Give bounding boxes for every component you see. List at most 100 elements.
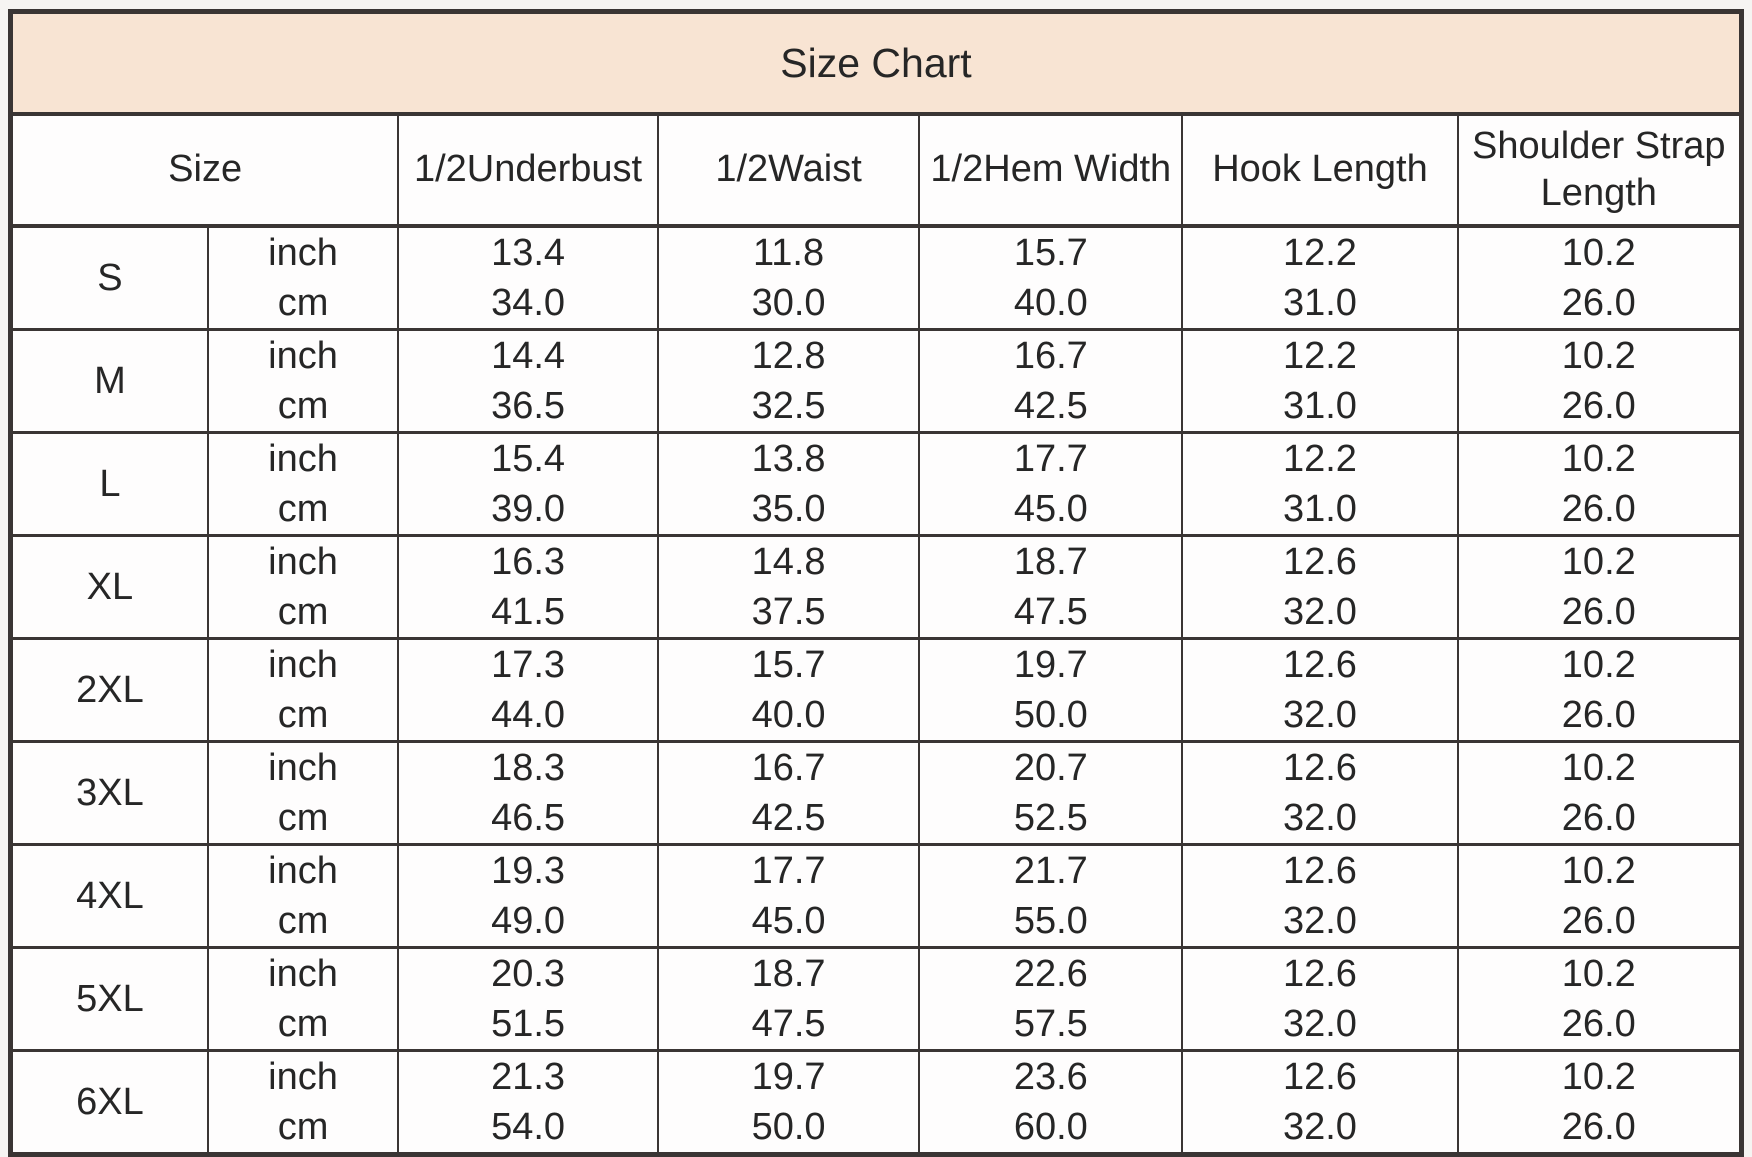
unit-label-inch: inch <box>268 747 338 789</box>
measurement-value-cm: 42.5 <box>751 797 826 839</box>
column-header-hem-width: 1/2Hem Width <box>918 113 1184 228</box>
measurement-value-cm: 39.0 <box>491 488 566 530</box>
size-label: 3XL <box>9 740 209 846</box>
measurement-value-cm: 32.0 <box>1282 1003 1357 1045</box>
measurement-value-cm: 26.0 <box>1561 1106 1636 1148</box>
measurement-value-cm: 52.5 <box>1013 797 1088 839</box>
measurement-cell: 10.2 26.0 <box>1456 224 1743 331</box>
unit-labels-cell: inch cm <box>206 740 400 846</box>
measurement-value-cm: 26.0 <box>1561 900 1636 942</box>
measurement-cell: 17.7 45.0 <box>656 843 921 949</box>
unit-label-inch: inch <box>268 850 338 892</box>
measurement-value-cm: 26.0 <box>1561 385 1636 427</box>
measurement-cell: 17.7 45.0 <box>918 431 1184 537</box>
unit-label-inch: inch <box>268 232 338 274</box>
measurement-value-inch: 14.8 <box>751 541 826 583</box>
measurement-cell: 20.7 52.5 <box>918 740 1184 846</box>
size-label: S <box>9 224 209 331</box>
measurement-value-cm: 32.5 <box>751 385 826 427</box>
unit-labels-cell: inch cm <box>206 1049 400 1156</box>
measurement-cell: 10.2 26.0 <box>1456 637 1743 743</box>
measurement-cell: 18.3 46.5 <box>397 740 659 846</box>
measurement-value-cm: 50.0 <box>751 1106 826 1148</box>
measurement-cell: 12.6 32.0 <box>1181 637 1459 743</box>
measurement-value-inch: 12.8 <box>751 335 826 377</box>
measurement-cell: 18.7 47.5 <box>656 946 921 1052</box>
measurement-value-inch: 18.7 <box>1013 541 1088 583</box>
measurement-value-inch: 10.2 <box>1561 232 1636 274</box>
measurement-value-cm: 35.0 <box>751 488 826 530</box>
measurement-value-cm: 60.0 <box>1013 1106 1088 1148</box>
measurement-value-cm: 45.0 <box>751 900 826 942</box>
measurement-value-inch: 19.7 <box>751 1056 826 1098</box>
measurement-value-cm: 50.0 <box>1013 694 1088 736</box>
measurement-value-cm: 54.0 <box>491 1106 566 1148</box>
measurement-value-cm: 40.0 <box>1013 282 1088 324</box>
measurement-value-cm: 40.0 <box>751 694 826 736</box>
measurement-value-inch: 19.7 <box>1013 644 1088 686</box>
measurement-value-cm: 37.5 <box>751 591 826 633</box>
measurement-value-inch: 17.7 <box>1013 438 1088 480</box>
measurement-cell: 16.3 41.5 <box>397 534 659 640</box>
measurement-value-inch: 12.6 <box>1282 850 1357 892</box>
measurement-cell: 16.7 42.5 <box>918 328 1184 434</box>
measurement-value-inch: 10.2 <box>1561 1056 1636 1098</box>
unit-label-cm: cm <box>277 488 329 530</box>
measurement-value-inch: 10.2 <box>1561 335 1636 377</box>
measurement-value-inch: 20.7 <box>1013 747 1088 789</box>
column-header-shoulder-strap-length: Shoulder Strap Length <box>1456 113 1743 228</box>
measurement-cell: 15.7 40.0 <box>656 637 921 743</box>
size-group-row: XL inch cm 16.3 41.5 14.8 37.5 18.7 47.5 12.6 32.0… <box>9 534 1743 640</box>
measurement-value-inch: 11.8 <box>752 232 825 274</box>
measurement-cell: 20.3 51.5 <box>397 946 659 1052</box>
measurement-cell: 10.2 26.0 <box>1456 843 1743 949</box>
measurement-cell: 15.7 40.0 <box>918 224 1184 331</box>
measurement-value-cm: 49.0 <box>491 900 566 942</box>
measurement-value-cm: 26.0 <box>1561 591 1636 633</box>
size-group-row: 2XL inch cm 17.3 44.0 15.7 40.0 19.7 50.0 12.6 32.… <box>9 637 1743 743</box>
measurement-value-inch: 12.6 <box>1282 953 1357 995</box>
measurement-value-cm: 26.0 <box>1561 488 1636 530</box>
measurement-cell: 22.6 57.5 <box>918 946 1184 1052</box>
measurement-cell: 16.7 42.5 <box>656 740 921 846</box>
measurement-value-inch: 16.3 <box>491 541 566 583</box>
measurement-value-cm: 45.0 <box>1013 488 1088 530</box>
measurement-cell: 19.7 50.0 <box>918 637 1184 743</box>
size-label: 5XL <box>9 946 209 1052</box>
measurement-value-inch: 16.7 <box>751 747 826 789</box>
unit-label-cm: cm <box>277 694 329 736</box>
column-header-underbust: 1/2Underbust <box>397 113 659 228</box>
measurement-value-cm: 47.5 <box>751 1003 826 1045</box>
measurement-value-cm: 31.0 <box>1282 488 1357 530</box>
measurement-value-inch: 20.3 <box>491 953 566 995</box>
measurement-value-cm: 57.5 <box>1013 1003 1088 1045</box>
unit-labels-cell: inch cm <box>206 534 400 640</box>
measurement-value-inch: 23.6 <box>1013 1056 1088 1098</box>
measurement-value-inch: 15.4 <box>491 438 566 480</box>
unit-labels-cell: inch cm <box>206 431 400 537</box>
measurement-value-cm: 36.5 <box>491 385 566 427</box>
measurement-cell: 12.2 31.0 <box>1181 431 1459 537</box>
measurement-cell: 23.6 60.0 <box>918 1049 1184 1156</box>
measurement-value-cm: 26.0 <box>1561 797 1636 839</box>
measurement-value-inch: 14.4 <box>491 335 566 377</box>
header-row: Size 1/2Underbust 1/2Waist 1/2Hem Width … <box>9 113 1743 228</box>
unit-labels-cell: inch cm <box>206 328 400 434</box>
measurement-value-cm: 32.0 <box>1282 900 1357 942</box>
measurement-cell: 12.2 31.0 <box>1181 328 1459 434</box>
measurement-value-cm: 46.5 <box>491 797 566 839</box>
measurement-value-inch: 17.3 <box>491 644 566 686</box>
measurement-value-inch: 12.2 <box>1282 232 1357 274</box>
measurement-cell: 21.7 55.0 <box>918 843 1184 949</box>
measurement-cell: 13.8 35.0 <box>656 431 921 537</box>
measurement-value-cm: 44.0 <box>491 694 566 736</box>
measurement-value-inch: 10.2 <box>1561 953 1636 995</box>
unit-label-cm: cm <box>277 591 329 633</box>
title-row: Size Chart <box>9 9 1743 116</box>
measurement-value-cm: 32.0 <box>1282 797 1357 839</box>
size-label: 6XL <box>9 1049 209 1156</box>
measurement-value-cm: 51.5 <box>491 1003 566 1045</box>
unit-label-cm: cm <box>277 900 329 942</box>
